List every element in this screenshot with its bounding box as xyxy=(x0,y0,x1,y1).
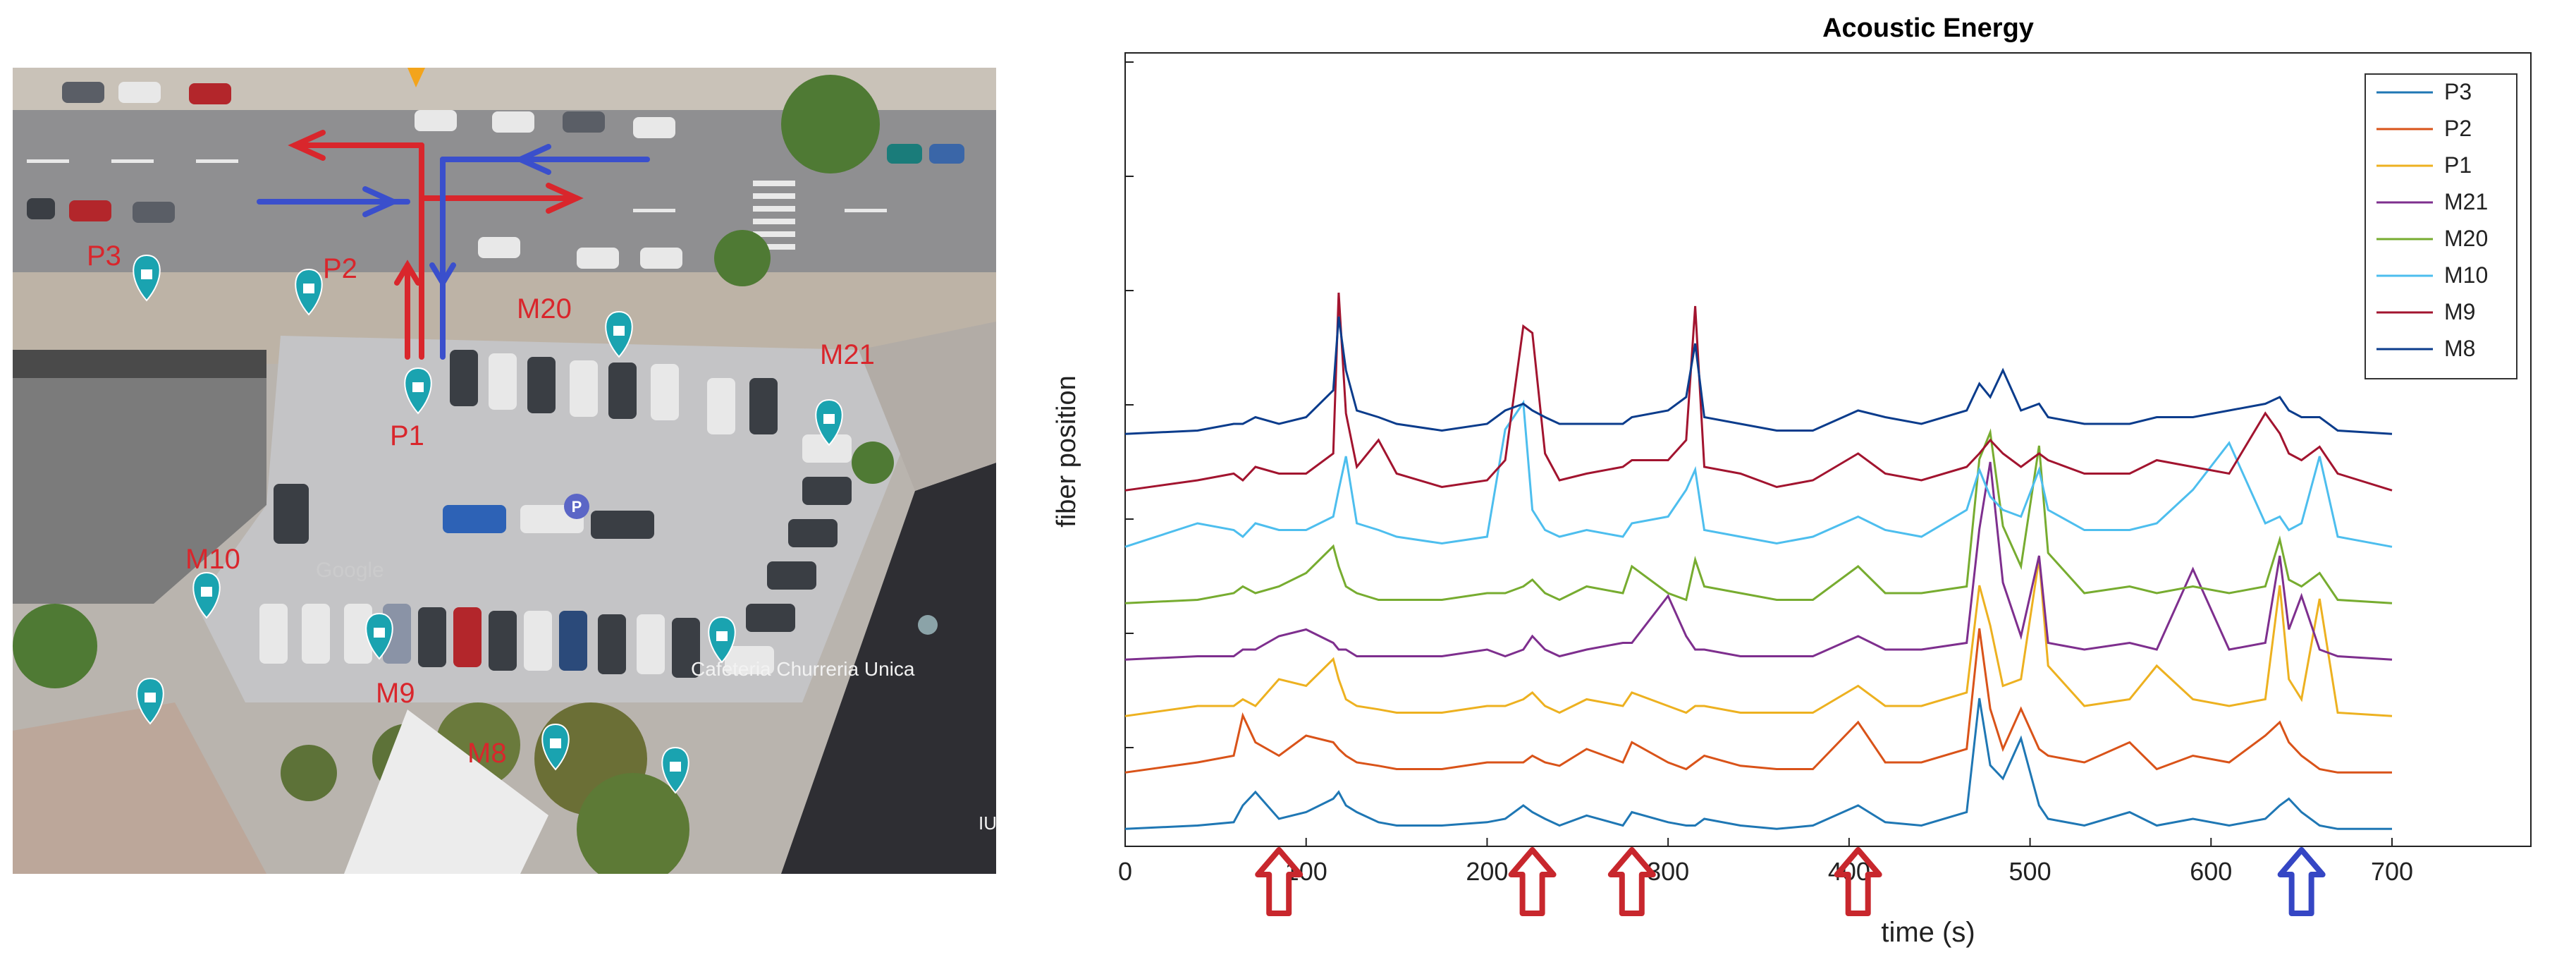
legend-label: P2 xyxy=(2444,116,2472,141)
sensor-pin-icon[interactable] xyxy=(541,723,570,771)
acoustic-energy-chart: Acoustic Energy 0 100 200 300 400 500 600 700 f… xyxy=(1008,0,2576,958)
sensor-label: M21 xyxy=(820,339,875,370)
legend-label: M8 xyxy=(2444,336,2475,361)
legend-label: P1 xyxy=(2444,152,2472,178)
sensor-pin-icon[interactable] xyxy=(295,268,323,316)
legend-label: M21 xyxy=(2444,189,2488,214)
aerial-map-image: P Cafeteria Churreria Unica Google IU P3… xyxy=(13,68,996,874)
sensor-pin-icon[interactable] xyxy=(661,746,689,794)
sensor-pin-icon[interactable] xyxy=(133,254,161,302)
sensor-pin-icon[interactable] xyxy=(815,398,843,446)
series-line-m20 xyxy=(1124,428,2393,604)
x-tick-label: 700 xyxy=(2371,857,2413,886)
plot-area xyxy=(1124,52,2532,847)
sensor-pin-icon[interactable] xyxy=(605,310,633,358)
sensor-pin-icon[interactable] xyxy=(136,677,164,725)
x-tick-label: 500 xyxy=(2009,857,2051,886)
legend: P3 P2 P1 M21 M20 M10 M9 M8 xyxy=(2365,73,2517,379)
legend-label: M10 xyxy=(2444,262,2488,288)
edge-label: IU xyxy=(979,812,996,834)
sensor-pin-icon[interactable] xyxy=(365,612,393,660)
legend-label: P3 xyxy=(2444,79,2472,104)
x-tick-label: 200 xyxy=(1466,857,1508,886)
series-line-p3 xyxy=(1124,698,2392,830)
sensor-label: M9 xyxy=(376,678,415,709)
event-arrow-icon xyxy=(1607,847,1656,916)
sensor-label: M10 xyxy=(185,544,240,575)
sensor-labels: P3 P2 P1 M20 M21 M10 M9 M8 xyxy=(87,240,875,769)
series-lines xyxy=(1124,292,2393,830)
sensor-pin-icon[interactable] xyxy=(192,571,221,619)
sensor-label: P1 xyxy=(390,420,424,451)
series-line-p2 xyxy=(1124,628,2392,774)
x-tick-label: 0 xyxy=(1118,857,1132,886)
sensor-pin-icon[interactable] xyxy=(708,616,736,664)
series-line-m8 xyxy=(1124,316,2393,435)
legend-label: M20 xyxy=(2444,226,2488,251)
chart-title: Acoustic Energy xyxy=(1822,13,2034,43)
series-line-m21 xyxy=(1124,461,2393,661)
chart-svg: Acoustic Energy 0 100 200 300 400 500 600 700 f… xyxy=(1052,13,2532,948)
sensor-label: M20 xyxy=(517,293,572,324)
sensor-label: M8 xyxy=(467,738,507,769)
series-line-p1 xyxy=(1124,558,2393,717)
sensor-label: P2 xyxy=(323,253,357,284)
svg-text:P: P xyxy=(572,498,582,516)
poi-label: Cafeteria Churreria Unica xyxy=(691,658,915,680)
event-arrow-icon xyxy=(1508,847,1557,916)
legend-label: M9 xyxy=(2444,299,2475,324)
location-pin-icon xyxy=(407,68,425,87)
sensor-pins xyxy=(133,254,843,794)
series-line-m10 xyxy=(1124,399,2393,548)
event-arrow-icon xyxy=(2277,847,2326,916)
event-arrows xyxy=(1255,847,2326,916)
event-arrow-icon xyxy=(1255,847,1304,916)
aerial-map[interactable]: P Cafeteria Churreria Unica Google IU P3… xyxy=(13,68,996,874)
parking-icon xyxy=(564,494,589,519)
sensor-pin-icon[interactable] xyxy=(404,367,432,415)
map-watermark: Google xyxy=(316,559,384,582)
legend-box xyxy=(2365,73,2517,379)
sensor-label: P3 xyxy=(87,240,121,272)
y-ticks xyxy=(1125,61,1134,748)
poi-icon xyxy=(918,615,938,635)
x-axis-label: time (s) xyxy=(1881,917,1975,948)
event-arrow-icon xyxy=(1834,847,1882,916)
y-axis-label: fiber position xyxy=(1052,375,1081,527)
x-tick-label: 600 xyxy=(2190,857,2232,886)
